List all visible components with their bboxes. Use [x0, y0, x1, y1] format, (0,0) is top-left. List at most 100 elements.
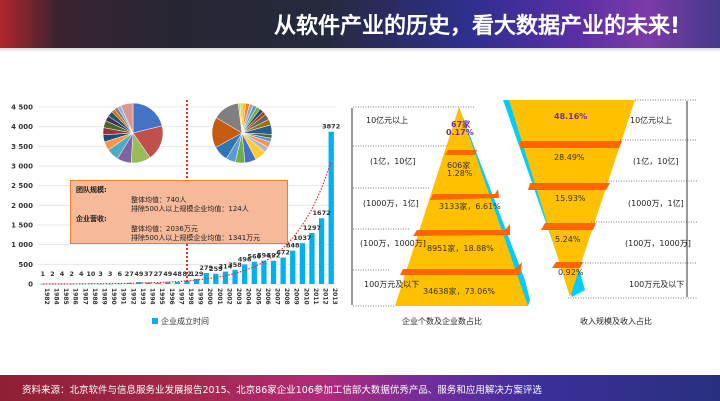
left-pyramid-caption: 企业个数及企业数占比: [402, 317, 482, 326]
bar-value-label: 672: [276, 249, 290, 257]
bar: [78, 283, 84, 285]
tier-range-2: (1亿，10亿]: [370, 157, 416, 166]
bar-value-label: 82: [182, 270, 191, 278]
y-tick-label: 3 000: [11, 163, 33, 171]
y-tick-label: 1 000: [11, 241, 33, 249]
bar-value-label: 27: [125, 270, 134, 278]
bar: [69, 283, 75, 285]
header-shadow: [0, 48, 720, 52]
pie-slice: [239, 102, 243, 134]
x-tick-label: 1998: [187, 288, 194, 305]
x-tick-label: 1989: [100, 288, 107, 305]
bar-value-label: 48: [173, 270, 183, 278]
legend-swatch: [152, 318, 158, 324]
info-box: 团队规模: 整体均值：740人 排除500人以上规模企业均值：124人 企业营收…: [70, 180, 288, 244]
left-guides: [353, 106, 475, 307]
rev-range-4: (100万，1000万]: [625, 239, 691, 248]
header-banner: 从软件产业的历史，看大数据产业的未来!: [0, 0, 720, 52]
bar: [251, 261, 257, 284]
pie-chart-years: [211, 102, 273, 164]
x-tick-label: 1984: [52, 288, 59, 305]
y-tick-label: 2 000: [11, 202, 33, 210]
bar: [203, 273, 209, 284]
bar-value-label: 1297: [303, 224, 321, 232]
bar-value-label: 2: [50, 270, 55, 278]
rev-pct-2: 28.49%: [554, 153, 585, 162]
revenue-avg: 整体均值：2036万元: [131, 225, 198, 233]
x-tick-label: 2010: [302, 288, 309, 305]
bar-value-label: 1672: [313, 209, 331, 217]
bar: [270, 260, 277, 284]
team-excl: 排除500人以上规模企业均值：124人: [131, 205, 249, 213]
x-tick-label: 2006: [264, 288, 271, 305]
x-tick-label: 2000: [206, 288, 213, 305]
rev-range-2: (1亿，10亿]: [633, 157, 679, 166]
pie-chart-regions: [102, 102, 164, 164]
bar-value-label: 496: [238, 255, 252, 263]
x-tick-label: 1995: [158, 288, 165, 305]
tier-label-3: 3133家，6.61%: [439, 202, 501, 211]
x-tick-label: 1997: [177, 288, 184, 305]
y-tick-label: 3 500: [11, 143, 33, 151]
bar-value-label: 49: [163, 270, 173, 278]
bar-value-label: 592: [267, 252, 281, 260]
bar-value-label: 3872: [322, 123, 340, 131]
bar: [174, 282, 181, 284]
bar-value-label: 27: [154, 270, 163, 278]
x-tick-label: 1985: [62, 288, 69, 305]
tier-label-5: 34638家，73.06%: [423, 287, 495, 296]
bars: [40, 131, 334, 285]
bar: [318, 218, 325, 284]
rev-pct-4: 5.24%: [555, 235, 581, 244]
y-tick-label: 1 500: [11, 222, 33, 230]
x-tick-label: 1988: [91, 288, 98, 305]
x-tick-label: 2012: [322, 288, 329, 305]
tier-count-2: 606家: [447, 161, 471, 170]
x-tick-label: 1991: [120, 288, 127, 305]
tier-range-3: (1000万，1亿]: [363, 199, 419, 208]
bar: [280, 257, 286, 284]
bar-value-label: 2: [69, 270, 74, 278]
bar: [232, 269, 238, 284]
x-tick-label: 1996: [168, 288, 175, 305]
pie-slice: [132, 102, 163, 134]
x-tick-label: 1990: [110, 288, 117, 305]
y-tick-label: 500: [18, 261, 33, 269]
x-tick-label: 2003: [235, 288, 242, 305]
bar: [165, 282, 171, 284]
bar: [242, 264, 248, 284]
legend-label: 企业成立时间: [161, 316, 209, 326]
x-tick-label: 2009: [293, 288, 300, 305]
bar: [222, 271, 229, 284]
footer-banner: 资料来源：北京软件与信息服务业发展报告2015、北京86家企业106参加工信部大…: [0, 375, 720, 401]
x-axis-labels: 1982 1984 1985 1986 1987 1988 1989 1990 1991 1992…: [43, 288, 338, 305]
bar-value-label: 4: [60, 270, 65, 278]
bar-value-label: 1037: [293, 234, 311, 242]
right-guides: [568, 99, 697, 299]
bar-value-label: 566: [248, 253, 262, 261]
bar: [290, 250, 296, 284]
right-pyramid-caption: 收入规模及收入占比: [580, 317, 652, 326]
rev-pct-5: 0.92%: [558, 268, 584, 277]
y-tick-label: 4 500: [11, 104, 33, 112]
y-tick-label: 0: [28, 281, 33, 289]
inverted-pyramid-bands: [520, 141, 622, 268]
x-tick-label: 2002: [225, 288, 232, 305]
pyramid-bands: [400, 150, 522, 275]
bar: [193, 278, 200, 284]
bar: [328, 131, 334, 284]
bar-value-label: 1: [41, 270, 46, 278]
pyramid-graphic: [351, 99, 697, 307]
bar: [299, 243, 305, 284]
tier-range-5: 100万元及以下: [364, 280, 420, 289]
tier-label-4: 8951家，18.88%: [427, 244, 494, 253]
bar-value-label: 594: [257, 252, 271, 260]
bar-value-label: 37: [144, 270, 153, 278]
tier-range-4: (100万，1000万]: [360, 239, 426, 248]
bar-value-label: 279: [199, 264, 213, 272]
bar: [117, 283, 123, 285]
bar-value-label: 848: [286, 242, 300, 250]
bar-value-label: 4: [79, 270, 84, 278]
rev-pct-1: 48.16%: [554, 112, 588, 121]
x-tick-label: 2008: [283, 288, 290, 305]
